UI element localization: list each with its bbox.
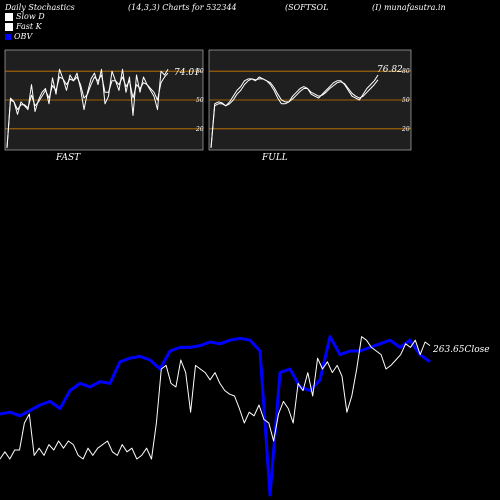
obv-swatch-icon <box>5 33 11 40</box>
full-series-0-line <box>210 74 379 149</box>
legend-item-fast-k: Fast K <box>5 22 42 31</box>
fast-series-1-line <box>6 72 169 149</box>
y-tick-label: 50 <box>402 97 410 104</box>
site-label: (I) munafasutra.in <box>372 3 446 12</box>
y-tick-label: 80 <box>196 68 204 75</box>
legend-label: Slow D <box>16 12 45 21</box>
slow-d-swatch-icon <box>5 12 13 21</box>
legend-label: OBV <box>14 32 33 41</box>
symbol-label: (SOFTSOL <box>285 3 329 12</box>
y-tick-label: 80 <box>402 68 410 75</box>
full-series-1-line <box>210 78 379 149</box>
legend-item-slow-d: Slow D <box>5 12 45 21</box>
legend-label: Fast K <box>16 22 42 31</box>
fast-k-swatch-icon <box>5 22 13 31</box>
y-tick-label: 20 <box>401 126 410 133</box>
full-value-label: 76.82 <box>377 65 403 75</box>
chart-title: Daily Stochastics <box>5 3 75 12</box>
fast-panel-label: FAST <box>56 153 81 163</box>
obv-line <box>0 335 431 497</box>
full-panel-label: FULL <box>262 153 288 163</box>
fast-value-label: 74.01 <box>174 68 200 78</box>
y-tick-label: 50 <box>196 97 204 104</box>
legend-item-obv: OBV <box>5 32 32 41</box>
close-label: 263.65Close <box>432 345 490 355</box>
close-line <box>0 336 431 460</box>
y-tick-label: 20 <box>195 126 204 133</box>
chart-params: (14,3,3) Charts for 532344 <box>128 3 237 12</box>
